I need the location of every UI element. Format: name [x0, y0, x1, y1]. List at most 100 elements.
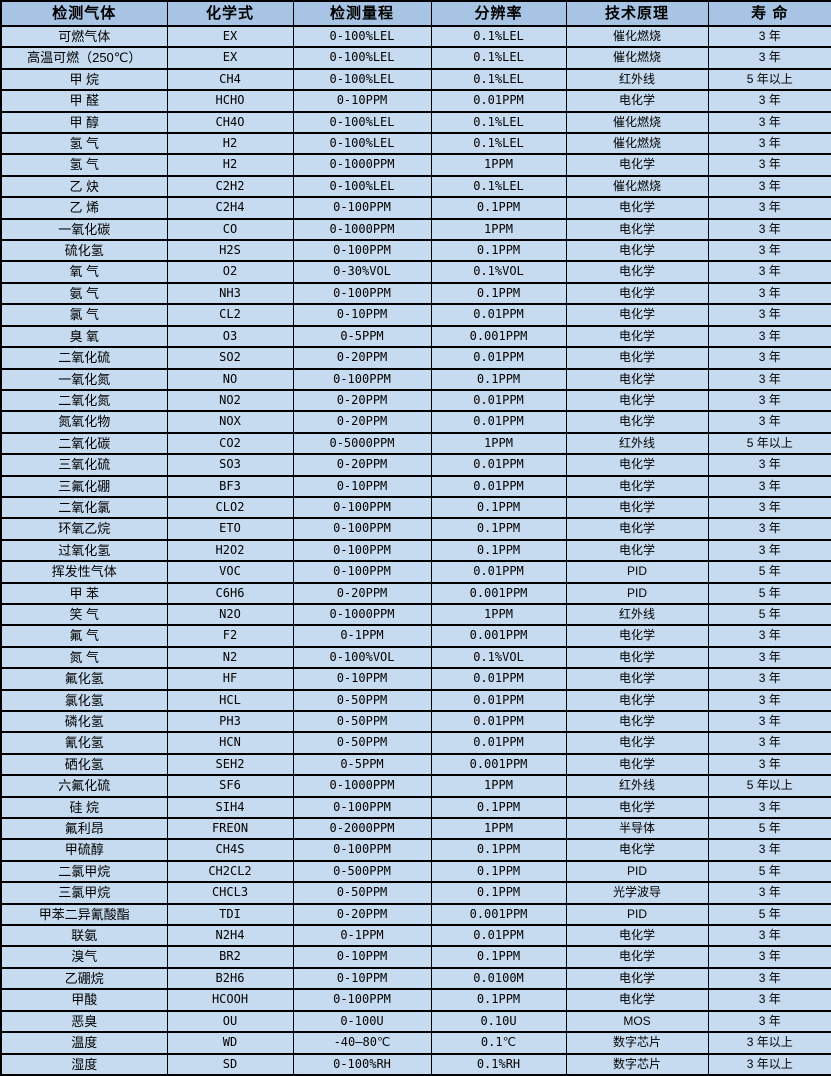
- cell-technology-principle: 催化燃烧: [565, 110, 709, 135]
- cell-detection-range: 0-1000PPM: [292, 774, 432, 798]
- cell-technology-principle: 电化学: [565, 966, 709, 991]
- cell-chemical-formula: F2: [166, 624, 294, 648]
- table-row: 甲 烷 CH4 0-100%LEL 0.1%LEL 红外线 5 年以上: [0, 67, 831, 92]
- table-row: 甲 醇 CH4O 0-100%LEL 0.1%LEL 催化燃烧 3 年: [0, 110, 831, 135]
- cell-chemical-formula: EX: [166, 46, 294, 70]
- table-row: 氟化氢 HF 0-10PPM 0.01PPM 电化学 3 年: [0, 667, 831, 691]
- cell-gas-name: 恶臭: [0, 1009, 168, 1034]
- cell-resolution: 0.1%RH: [430, 1052, 567, 1076]
- column-header-principle: 技术原理: [565, 0, 709, 27]
- cell-lifespan: 3 年: [707, 688, 831, 713]
- cell-lifespan: 3 年: [707, 410, 831, 434]
- cell-technology-principle: 电化学: [565, 303, 709, 327]
- cell-chemical-formula: FREON: [166, 817, 294, 841]
- cell-gas-name: 臭 氧: [0, 324, 168, 349]
- gas-table-body: 可燃气体 EX 0-100%LEL 0.1%LEL 催化燃烧 3 年 高温可燃（…: [0, 24, 831, 1076]
- cell-detection-range: 0-20PPM: [292, 581, 432, 605]
- cell-technology-principle: 红外线: [565, 431, 709, 456]
- cell-resolution: 0.10U: [430, 1009, 567, 1034]
- table-row: 硫化氢 H2S 0-100PPM 0.1PPM 电化学 3 年: [0, 239, 831, 263]
- cell-detection-range: 0-100PPM: [292, 495, 432, 520]
- cell-chemical-formula: EX: [166, 24, 294, 49]
- table-row: 甲酸 HCOOH 0-100PPM 0.1PPM 电化学 3 年: [0, 988, 831, 1012]
- table-row: 乙 炔 C2H2 0-100%LEL 0.1%LEL 催化燃烧 3 年: [0, 174, 831, 199]
- cell-resolution: 1PPM: [430, 217, 567, 242]
- table-row: 三氟化硼 BF3 0-10PPM 0.01PPM 电化学 3 年: [0, 474, 831, 498]
- cell-resolution: 1PPM: [430, 153, 567, 177]
- cell-chemical-formula: BF3: [166, 474, 294, 498]
- cell-resolution: 0.1%LEL: [430, 46, 567, 70]
- cell-chemical-formula: CHCL3: [166, 881, 294, 905]
- cell-gas-name: 一氧化氮: [0, 367, 168, 391]
- cell-resolution: 0.1PPM: [430, 859, 567, 884]
- cell-chemical-formula: SO3: [166, 453, 294, 477]
- cell-chemical-formula: B2H6: [166, 966, 294, 991]
- cell-lifespan: 3 年: [707, 752, 831, 777]
- cell-chemical-formula: NOX: [166, 410, 294, 434]
- table-row: 臭 氧 O3 0-5PPM 0.001PPM 电化学 3 年: [0, 324, 831, 349]
- cell-technology-principle: 电化学: [565, 517, 709, 541]
- cell-resolution: 0.1PPM: [430, 538, 567, 563]
- table-row: 温度 WD -40—80℃ 0.1℃ 数字芯片 3 年以上: [0, 1031, 831, 1055]
- column-header-gas: 检测气体: [0, 0, 168, 27]
- cell-chemical-formula: C6H6: [166, 581, 294, 605]
- table-row: 挥发性气体 VOC 0-100PPM 0.01PPM PID 5 年: [0, 560, 831, 584]
- cell-chemical-formula: CL2: [166, 303, 294, 327]
- cell-gas-name: 高温可燃（250℃）: [0, 46, 168, 70]
- cell-resolution: 0.01PPM: [430, 688, 567, 713]
- cell-detection-range: 0-100%LEL: [292, 46, 432, 70]
- cell-gas-name: 硒化氢: [0, 752, 168, 777]
- cell-resolution: 0.1PPM: [430, 881, 567, 905]
- cell-resolution: 0.001PPM: [430, 902, 567, 927]
- table-row: 恶臭 OU 0-100U 0.10U MOS 3 年: [0, 1009, 831, 1034]
- cell-technology-principle: 电化学: [565, 388, 709, 413]
- cell-technology-principle: 电化学: [565, 260, 709, 284]
- cell-detection-range: 0-10PPM: [292, 89, 432, 113]
- table-row: 硒化氢 SEH2 0-5PPM 0.001PPM 电化学 3 年: [0, 752, 831, 777]
- cell-chemical-formula: SF6: [166, 774, 294, 798]
- cell-technology-principle: 红外线: [565, 67, 709, 92]
- cell-lifespan: 3 年: [707, 303, 831, 327]
- cell-resolution: 0.0100M: [430, 966, 567, 991]
- cell-lifespan: 3 年: [707, 174, 831, 199]
- cell-technology-principle: 电化学: [565, 838, 709, 862]
- cell-lifespan: 3 年: [707, 110, 831, 135]
- cell-technology-principle: 电化学: [565, 945, 709, 969]
- cell-resolution: 0.01PPM: [430, 388, 567, 413]
- cell-technology-principle: 电化学: [565, 453, 709, 477]
- cell-gas-name: 氢 气: [0, 153, 168, 177]
- table-row: 高温可燃（250℃） EX 0-100%LEL 0.1%LEL 催化燃烧 3 年: [0, 46, 831, 70]
- cell-chemical-formula: N2: [166, 645, 294, 670]
- cell-lifespan: 3 年: [707, 624, 831, 648]
- cell-chemical-formula: H2O2: [166, 538, 294, 563]
- cell-gas-name: 甲 醛: [0, 89, 168, 113]
- cell-gas-name: 氯化氢: [0, 688, 168, 713]
- cell-gas-name: 挥发性气体: [0, 560, 168, 584]
- cell-chemical-formula: H2: [166, 132, 294, 156]
- cell-technology-principle: 催化燃烧: [565, 46, 709, 70]
- cell-lifespan: 3 年: [707, 945, 831, 969]
- cell-gas-name: 氟化氢: [0, 667, 168, 691]
- cell-resolution: 0.01PPM: [430, 731, 567, 755]
- cell-lifespan: 5 年: [707, 581, 831, 605]
- cell-chemical-formula: CLO2: [166, 495, 294, 520]
- cell-lifespan: 3 年: [707, 795, 831, 820]
- cell-resolution: 0.1%VOL: [430, 645, 567, 670]
- cell-technology-principle: 数字芯片: [565, 1031, 709, 1055]
- cell-chemical-formula: ETO: [166, 517, 294, 541]
- cell-chemical-formula: N2O: [166, 602, 294, 627]
- cell-lifespan: 5 年: [707, 602, 831, 627]
- cell-gas-name: 氯 气: [0, 303, 168, 327]
- cell-technology-principle: 电化学: [565, 281, 709, 306]
- cell-resolution: 0.1%LEL: [430, 67, 567, 92]
- cell-resolution: 0.1PPM: [430, 795, 567, 820]
- cell-detection-range: 0-100%LEL: [292, 110, 432, 135]
- table-row: 六氟化硫 SF6 0-1000PPM 1PPM 红外线 5 年以上: [0, 774, 831, 798]
- cell-chemical-formula: BR2: [166, 945, 294, 969]
- cell-gas-name: 湿度: [0, 1052, 168, 1076]
- cell-technology-principle: 催化燃烧: [565, 174, 709, 199]
- cell-chemical-formula: CO2: [166, 431, 294, 456]
- cell-detection-range: 0-1PPM: [292, 924, 432, 948]
- cell-technology-principle: 催化燃烧: [565, 132, 709, 156]
